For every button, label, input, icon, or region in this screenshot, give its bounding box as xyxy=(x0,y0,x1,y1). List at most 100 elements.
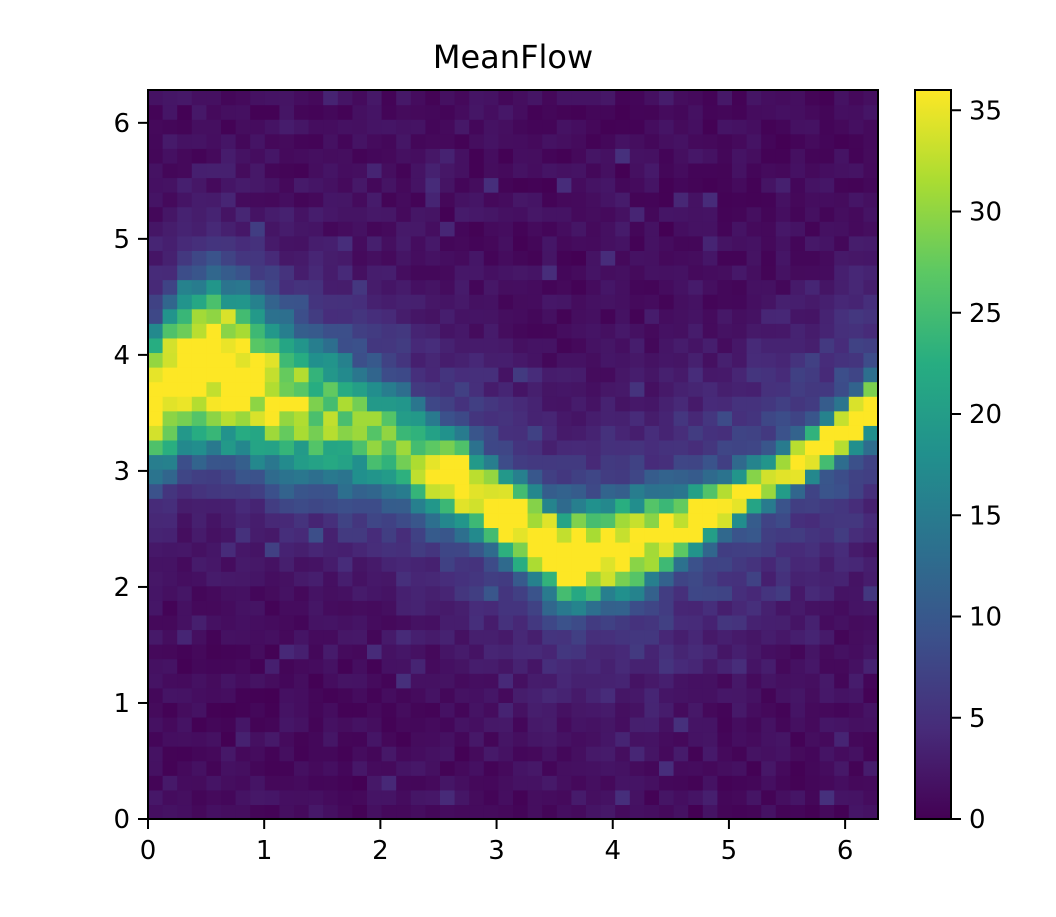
heatmap-cell xyxy=(148,221,164,237)
heatmap-cell xyxy=(294,775,310,791)
heatmap-cell xyxy=(819,119,835,135)
heatmap-cell xyxy=(337,556,353,572)
heatmap-cell xyxy=(571,541,587,558)
heatmap-cell xyxy=(834,192,850,208)
heatmap-cell xyxy=(863,556,879,572)
heatmap-cell xyxy=(542,192,558,208)
heatmap-cell xyxy=(264,658,280,674)
colorbar-tick-label: 20 xyxy=(969,400,1002,430)
heatmap-cell xyxy=(294,119,310,135)
heatmap-cell xyxy=(615,177,631,193)
heatmap-cell xyxy=(586,687,602,703)
heatmap-cell xyxy=(571,425,587,441)
heatmap-cell xyxy=(542,323,558,339)
heatmap-cell xyxy=(775,250,791,266)
heatmap-cell xyxy=(264,746,280,762)
heatmap-cell xyxy=(556,454,572,470)
heatmap-cell xyxy=(425,294,441,310)
heatmap-cell xyxy=(790,410,806,426)
heatmap-cell xyxy=(863,687,879,703)
heatmap-cell xyxy=(761,90,777,106)
heatmap-cell xyxy=(863,206,879,222)
heatmap-cell xyxy=(600,804,616,820)
heatmap-cell xyxy=(352,716,368,733)
heatmap-cell xyxy=(556,775,572,791)
heatmap-cell xyxy=(659,483,675,499)
heatmap-cell xyxy=(279,512,295,528)
heatmap-cell xyxy=(571,789,587,806)
heatmap-cell xyxy=(177,585,193,601)
heatmap-cell xyxy=(498,644,514,660)
heatmap-cell xyxy=(615,367,631,383)
heatmap-cell xyxy=(542,250,558,266)
heatmap-cell xyxy=(221,439,237,456)
heatmap-cell xyxy=(279,352,295,368)
heatmap-cell xyxy=(702,571,718,587)
heatmap-cell xyxy=(819,308,835,324)
heatmap-cell xyxy=(513,512,529,528)
heatmap-cell xyxy=(556,396,572,412)
heatmap-cell xyxy=(206,308,222,324)
heatmap-cell xyxy=(746,541,762,558)
heatmap-cell xyxy=(600,702,616,718)
heatmap-cell xyxy=(600,527,616,543)
heatmap-cell xyxy=(483,731,499,747)
heatmap-cell xyxy=(586,323,602,339)
heatmap-cell xyxy=(556,221,572,237)
heatmap-cell xyxy=(337,352,353,368)
heatmap-cell xyxy=(629,133,645,149)
heatmap-cell xyxy=(717,439,733,456)
heatmap-cell xyxy=(323,367,339,383)
heatmap-cell xyxy=(279,644,295,660)
heatmap-cell xyxy=(308,702,324,718)
heatmap-cell xyxy=(571,90,587,106)
heatmap-cell xyxy=(527,571,543,587)
heatmap-cell xyxy=(396,323,412,339)
heatmap-cell xyxy=(659,469,675,485)
heatmap-cell xyxy=(469,367,485,383)
heatmap-cell xyxy=(454,600,470,616)
heatmap-cell xyxy=(542,760,558,776)
heatmap-cell xyxy=(498,673,514,689)
heatmap-cell xyxy=(688,250,704,266)
heatmap-cell xyxy=(805,702,821,718)
heatmap-cell xyxy=(775,221,791,237)
heatmap-cell xyxy=(469,279,485,295)
heatmap-cell xyxy=(586,483,602,499)
heatmap-cell xyxy=(469,396,485,412)
heatmap-cell xyxy=(790,775,806,791)
heatmap-cell xyxy=(162,206,178,222)
heatmap-cell xyxy=(323,294,339,310)
heatmap-cell xyxy=(688,746,704,762)
heatmap-cell xyxy=(571,323,587,339)
heatmap-cell xyxy=(805,367,821,383)
heatmap-cell xyxy=(469,119,485,135)
heatmap-cell xyxy=(425,585,441,601)
heatmap-cell xyxy=(440,133,456,149)
heatmap-cell xyxy=(235,235,251,251)
heatmap-cell xyxy=(556,746,572,762)
heatmap-cell xyxy=(644,658,660,674)
heatmap-cell xyxy=(294,483,310,499)
heatmap-cell xyxy=(863,541,879,558)
heatmap-cell xyxy=(308,148,324,164)
heatmap-cell xyxy=(659,512,675,528)
heatmap-cell xyxy=(819,221,835,237)
heatmap-cell xyxy=(235,629,251,645)
heatmap-cell xyxy=(644,571,660,587)
heatmap-cell xyxy=(191,804,207,820)
heatmap-cell xyxy=(367,235,383,251)
heatmap-cell xyxy=(717,425,733,441)
heatmap-cell xyxy=(483,454,499,470)
heatmap-cell xyxy=(396,629,412,645)
heatmap-cell xyxy=(440,235,456,251)
heatmap-cell xyxy=(352,571,368,587)
heatmap-cell xyxy=(425,775,441,791)
heatmap-cell xyxy=(746,425,762,441)
heatmap-cell xyxy=(279,541,295,558)
heatmap-cell xyxy=(805,177,821,193)
heatmap-cell xyxy=(264,614,280,631)
heatmap-cell xyxy=(177,716,193,733)
heatmap-cell xyxy=(177,527,193,543)
heatmap-cell xyxy=(527,410,543,426)
